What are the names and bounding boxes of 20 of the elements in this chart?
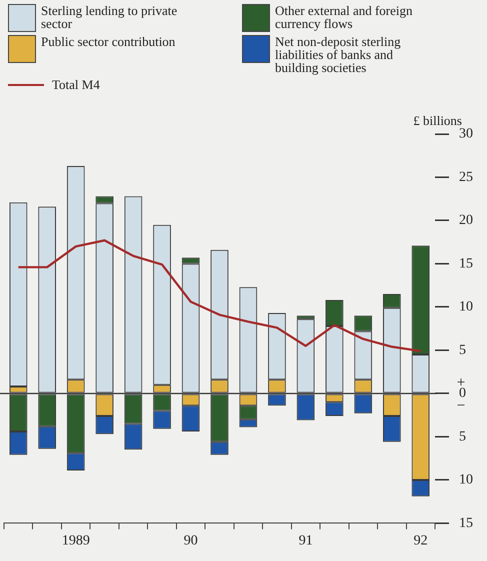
y-tick-label: 15: [459, 256, 473, 272]
x-tick-label: 90: [184, 533, 198, 548]
legend-label: Sterling lending to private sector: [41, 3, 178, 31]
y-tick-label: 25: [459, 170, 473, 185]
y-tick-label: 5: [459, 429, 466, 444]
x-tick-label: 1989: [62, 533, 90, 548]
legend-label: Total M4: [52, 77, 100, 93]
y-tick-label: 30: [459, 126, 473, 142]
y-tick-label: 5: [459, 342, 466, 358]
y-tick-label: 10: [459, 300, 473, 315]
legend-label: Public sector contribution: [41, 34, 176, 49]
y-tick-label: 15: [459, 516, 473, 531]
legend-label: Net non-deposit sterling liabilities of banks and building societies: [275, 34, 402, 75]
x-tick-label: 92: [414, 533, 428, 548]
y-tick-label: 10: [459, 472, 473, 488]
x-tick-label: 91: [298, 533, 313, 548]
legend-label: Other external and foreign currency flows: [275, 3, 414, 31]
text: −: [456, 398, 466, 414]
y-tick-label: 20: [459, 213, 473, 228]
y-axis-title: £ billions: [413, 112, 462, 128]
